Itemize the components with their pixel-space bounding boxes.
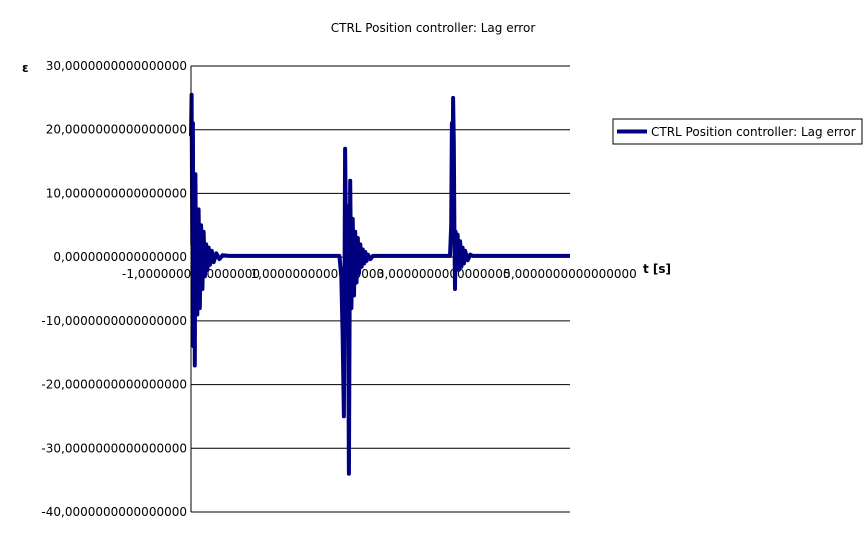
y-axis-label: ε: [22, 61, 29, 75]
x-tick-label: 5,0000000000000000: [503, 267, 637, 281]
y-tick-label: 0,0000000000000000: [53, 250, 187, 264]
gridlines: [191, 65, 570, 513]
series-layer: [189, 92, 570, 476]
legend: CTRL Position controller: Lag error: [612, 118, 863, 145]
x-axis-label: t [s]: [643, 262, 671, 276]
x-tick-label: 1,0000000000000000: [251, 267, 385, 281]
legend-label: CTRL Position controller: Lag error: [651, 125, 856, 139]
chart-title: CTRL Position controller: Lag error: [331, 21, 536, 35]
y-tick-label: 30,0000000000000000: [46, 59, 187, 73]
tick-labels: 30,0000000000000000 20,0000000000000000 10…: [41, 59, 636, 519]
y-tick-label: 20,0000000000000000: [46, 123, 187, 137]
y-tick-label: -20,0000000000000000: [41, 378, 187, 392]
y-tick-label: -10,0000000000000000: [41, 314, 187, 328]
x-tick-label: 3,0000000000000000: [377, 267, 511, 281]
y-tick-label: 10,0000000000000000: [46, 186, 187, 200]
y-tick-label: -30,0000000000000000: [41, 441, 187, 455]
series-line: [189, 92, 570, 476]
y-tick-label: -40,0000000000000000: [41, 505, 187, 519]
legend-box: [612, 118, 863, 145]
